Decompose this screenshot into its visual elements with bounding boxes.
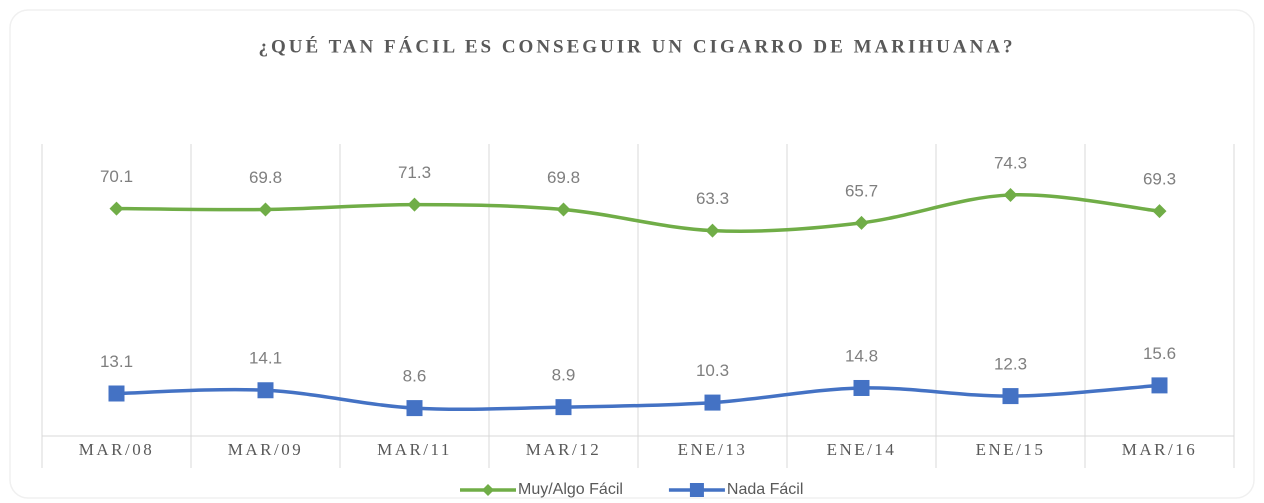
marker — [854, 215, 869, 230]
x-tick-label: MAR/09 — [228, 440, 303, 459]
data-label: 13.1 — [100, 352, 133, 371]
marker — [406, 400, 423, 417]
data-label: 14.8 — [845, 346, 878, 365]
x-tick-label: MAR/12 — [526, 440, 601, 459]
marker — [1152, 204, 1167, 219]
x-tick-label: MAR/11 — [377, 440, 452, 459]
data-label: 70.1 — [100, 167, 133, 186]
legend-label: Nada Fácil — [727, 481, 803, 498]
marker — [1003, 187, 1018, 202]
data-label: 69.8 — [249, 168, 282, 187]
chart-title: ¿QUÉ TAN FÁCIL ES CONSEGUIR UN CIGARRO D… — [258, 35, 1015, 57]
marker — [555, 399, 572, 416]
legend-marker — [689, 483, 704, 497]
x-tick-label: MAR/08 — [79, 440, 154, 459]
data-label: 69.3 — [1143, 170, 1176, 189]
data-label: 63.3 — [696, 189, 729, 208]
marker — [1151, 377, 1168, 394]
data-label: 12.3 — [994, 355, 1027, 374]
marker — [258, 202, 273, 217]
legend-marker — [482, 484, 494, 496]
marker — [407, 197, 422, 212]
legend-label: Muy/Algo Fácil — [518, 481, 623, 498]
data-label: 74.3 — [994, 153, 1027, 172]
x-tick-label: MAR/16 — [1122, 440, 1197, 459]
x-tick-label: ENE/14 — [827, 440, 897, 459]
marker — [556, 202, 571, 217]
data-label: 8.6 — [403, 367, 427, 386]
data-label: 71.3 — [398, 163, 431, 182]
data-label: 8.9 — [552, 366, 576, 385]
data-label: 65.7 — [845, 181, 878, 200]
series-line — [116, 193, 1160, 233]
chart-frame — [9, 9, 1255, 499]
marker — [109, 201, 124, 216]
x-tick-label: ENE/13 — [678, 440, 748, 459]
marker — [853, 379, 870, 396]
data-label: 69.8 — [547, 168, 580, 187]
marker — [704, 394, 721, 411]
marker — [1002, 388, 1019, 405]
x-tick-label: ENE/15 — [976, 440, 1046, 459]
series-line — [116, 383, 1160, 412]
data-label: 14.1 — [249, 349, 282, 368]
marker — [108, 385, 125, 402]
marker — [257, 382, 274, 399]
marker — [705, 223, 720, 238]
data-label: 15.6 — [1143, 344, 1176, 363]
data-label: 10.3 — [696, 361, 729, 380]
